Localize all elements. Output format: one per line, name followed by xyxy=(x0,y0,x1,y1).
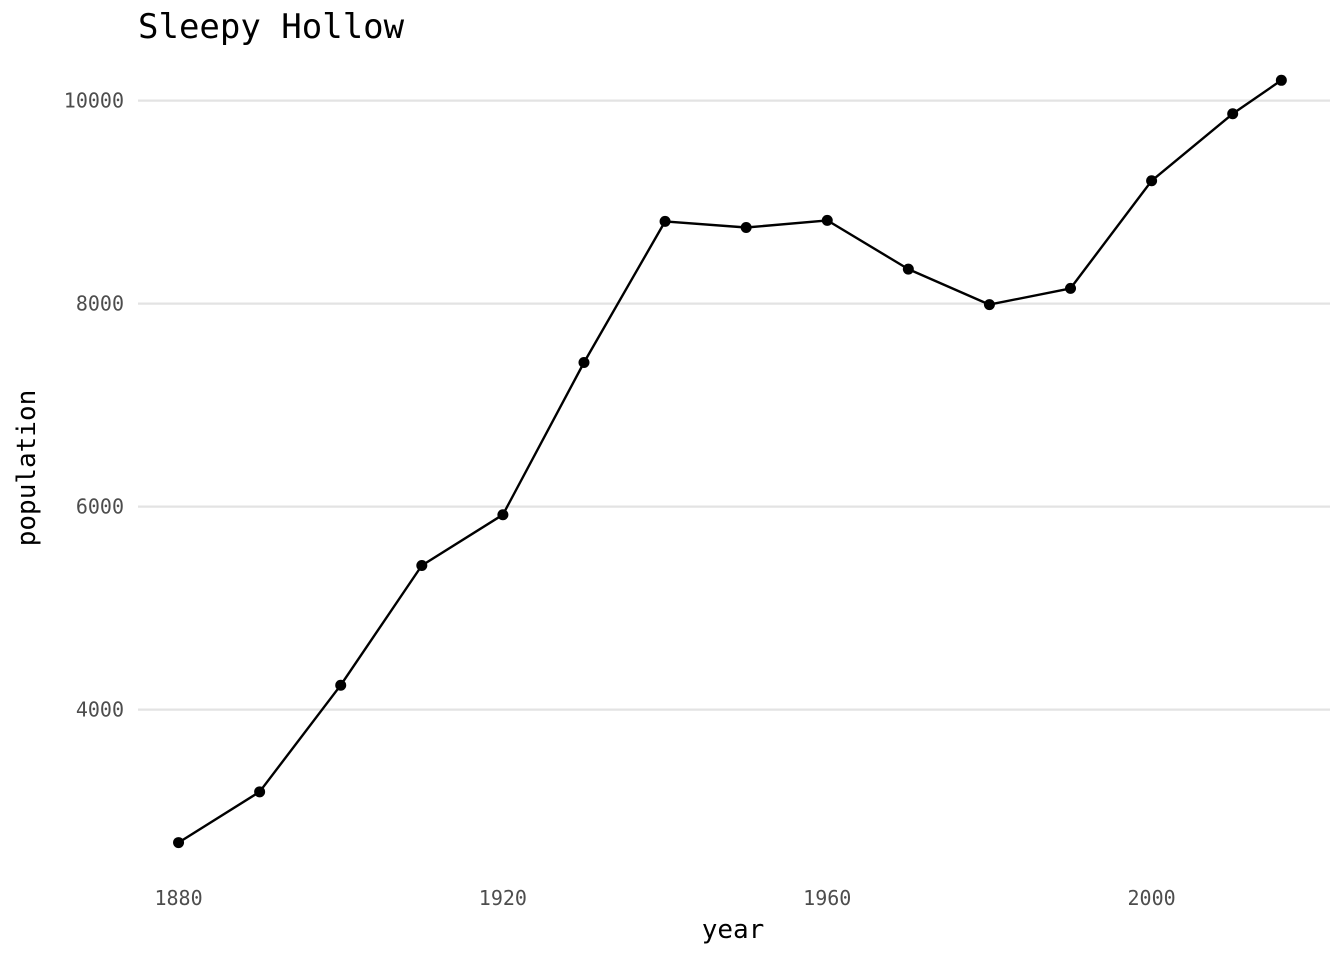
x-axis-title: year xyxy=(702,915,765,945)
gridlines xyxy=(138,99,1330,711)
data-point-1890 xyxy=(254,786,266,798)
data-point-1970 xyxy=(902,263,914,275)
data-point-2010 xyxy=(1227,108,1239,120)
x-tick-label: 1880 xyxy=(154,886,202,910)
x-tick-label: 2000 xyxy=(1128,886,1176,910)
data-points xyxy=(173,74,1287,849)
y-axis-ticks: 4000 6000 8000 10000 xyxy=(64,89,124,722)
data-point-1940 xyxy=(659,215,671,227)
x-axis-ticks: 1880 1920 1960 2000 xyxy=(154,886,1175,910)
data-point-1950 xyxy=(740,221,752,233)
data-point-2000 xyxy=(1146,175,1158,187)
y-tick-label: 8000 xyxy=(76,292,124,316)
data-point-1960 xyxy=(821,214,833,226)
chart-title: Sleepy Hollow xyxy=(138,7,405,47)
population-line xyxy=(177,79,1282,844)
y-tick-label: 4000 xyxy=(76,698,124,722)
y-tick-label: 6000 xyxy=(76,495,124,519)
data-point-1910 xyxy=(416,559,428,571)
data-point-1930 xyxy=(578,356,590,368)
data-point-1990 xyxy=(1065,282,1077,294)
y-axis-title: population xyxy=(12,390,42,547)
data-point-2016 xyxy=(1275,74,1287,86)
data-point-1880 xyxy=(173,837,185,849)
y-tick-label: 10000 xyxy=(64,89,124,113)
x-tick-label: 1960 xyxy=(803,886,851,910)
data-point-1900 xyxy=(335,679,347,691)
x-tick-label: 1920 xyxy=(479,886,527,910)
data-point-1980 xyxy=(983,299,995,311)
data-point-1920 xyxy=(497,509,509,521)
